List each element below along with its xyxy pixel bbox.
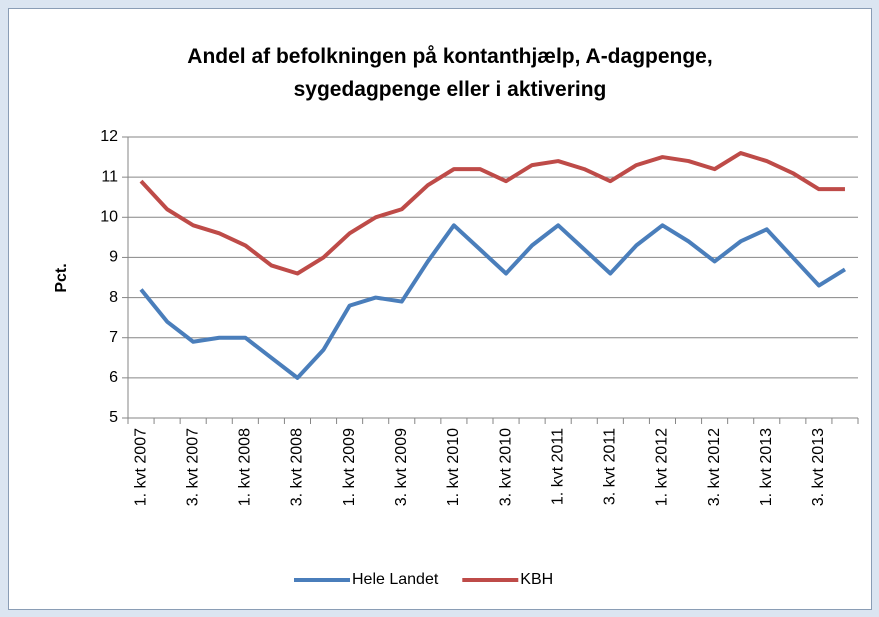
x-tick-label: 1. kvt 2013 bbox=[758, 428, 775, 506]
x-tick-label: 3. kvt 2008 bbox=[289, 428, 306, 506]
y-tick-label: 11 bbox=[101, 168, 118, 185]
x-tick-label: 3. kvt 2011 bbox=[602, 428, 619, 505]
y-tick-label: 7 bbox=[109, 329, 118, 346]
legend-label: KBH bbox=[520, 571, 553, 588]
y-tick-label: 9 bbox=[109, 249, 118, 266]
y-tick-label: 6 bbox=[109, 369, 118, 386]
chart-title: Andel af befolkningen på kontanthjælp, A… bbox=[187, 45, 713, 101]
x-tick-label: 3. kvt 2007 bbox=[184, 428, 201, 506]
x-tick-label: 3. kvt 2013 bbox=[810, 428, 827, 506]
x-tick-label: 3. kvt 2010 bbox=[497, 428, 514, 506]
x-tick-label: 3. kvt 2009 bbox=[393, 428, 410, 506]
y-tick-label: 8 bbox=[109, 289, 118, 306]
x-tick-label: 1. kvt 2011 bbox=[549, 428, 566, 505]
y-tick-label: 10 bbox=[100, 209, 118, 226]
y-tick-label: 5 bbox=[109, 409, 118, 426]
legend-label: Hele Landet bbox=[352, 571, 439, 588]
x-tick-label: 1. kvt 2012 bbox=[654, 428, 671, 506]
y-tick-label: 12 bbox=[100, 128, 118, 145]
x-tick-label: 1. kvt 2008 bbox=[237, 428, 254, 506]
x-tick-label: 1. kvt 2007 bbox=[132, 428, 149, 506]
x-tick-label: 3. kvt 2012 bbox=[706, 428, 723, 506]
series-line bbox=[139, 151, 845, 276]
x-tick-label: 1. kvt 2010 bbox=[445, 428, 462, 506]
series-line bbox=[139, 223, 847, 380]
y-axis-label: Pct. bbox=[53, 263, 70, 292]
chart-frame bbox=[8, 8, 872, 610]
x-tick-label: 1. kvt 2009 bbox=[341, 428, 358, 506]
